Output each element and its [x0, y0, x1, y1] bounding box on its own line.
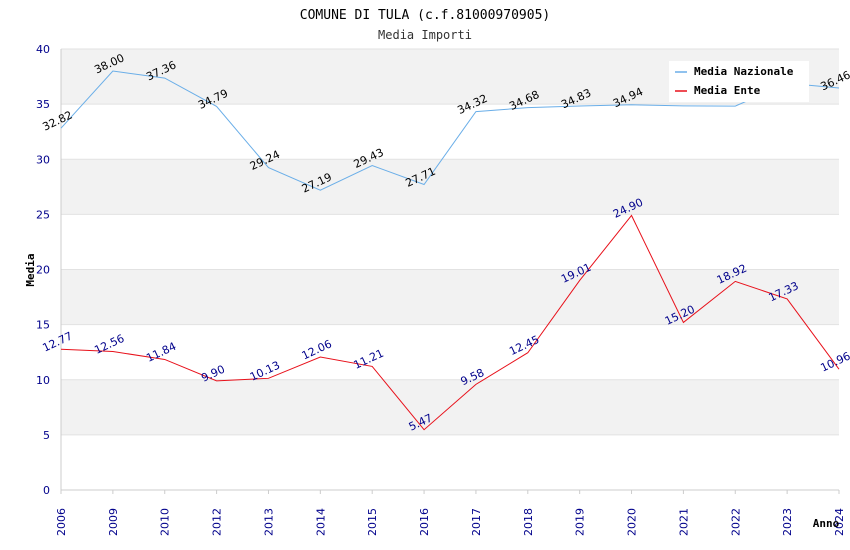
chart-title: COMUNE DI TULA (c.f.81000970905)	[300, 8, 550, 23]
legend-label-ente: Media Ente	[694, 84, 761, 97]
x-tick-label: 2018	[522, 508, 535, 536]
x-tick-label: 2015	[366, 508, 379, 536]
x-axis-label: Anno	[813, 517, 840, 530]
y-tick-label: 5	[43, 429, 50, 442]
series-lines	[60, 70, 840, 431]
x-tick-label: 2010	[159, 508, 172, 536]
y-tick-label: 20	[36, 264, 50, 277]
x-tick-label: 2014	[314, 508, 327, 536]
y-tick-label: 10	[36, 374, 50, 387]
x-tick-label: 2023	[781, 508, 794, 536]
plot-band	[61, 269, 839, 325]
x-tick-label: 2022	[729, 508, 742, 536]
x-tick-label: 2006	[55, 508, 68, 536]
x-tick-label: 2013	[262, 508, 275, 536]
x-tick-label: 2009	[107, 508, 120, 536]
x-tick-label: 2021	[677, 508, 690, 536]
chart-subtitle: Media Importi	[378, 28, 472, 42]
x-tick-label: 2016	[418, 508, 431, 536]
x-tick-label: 2024	[833, 508, 846, 536]
x-tick-label: 2020	[626, 508, 639, 536]
y-tick-label: 0	[43, 484, 50, 497]
legend-box	[669, 61, 809, 102]
plot-band	[61, 159, 839, 215]
y-tick-label: 30	[36, 153, 50, 166]
y-tick-label: 40	[36, 43, 50, 56]
x-tick-label: 2012	[211, 508, 224, 536]
y-tick-label: 15	[36, 319, 50, 332]
plot-band	[61, 104, 839, 160]
legend: Media Nazionale Media Ente	[669, 61, 809, 102]
x-axis-ticks: 2006 2009 2010 2012 2013 2014 2015 2016 2017 2018…	[55, 490, 846, 536]
plot-bands	[61, 49, 839, 490]
grid-lines	[60, 48, 839, 491]
series-line-nazionale	[60, 70, 840, 191]
y-tick-label: 35	[36, 98, 50, 111]
plot-band	[61, 434, 839, 490]
plot-band	[61, 214, 839, 270]
y-axis-ticks: 0 5 10 15 20 25 30 35 40	[36, 43, 50, 497]
y-tick-label: 25	[36, 208, 50, 221]
plot-band	[61, 324, 839, 380]
series-line-ente	[60, 214, 840, 431]
y-axis-label: Media	[24, 253, 37, 286]
x-tick-label: 2017	[470, 508, 483, 536]
x-tick-label: 2019	[574, 508, 587, 536]
legend-label-nazionale: Media Nazionale	[694, 65, 794, 78]
